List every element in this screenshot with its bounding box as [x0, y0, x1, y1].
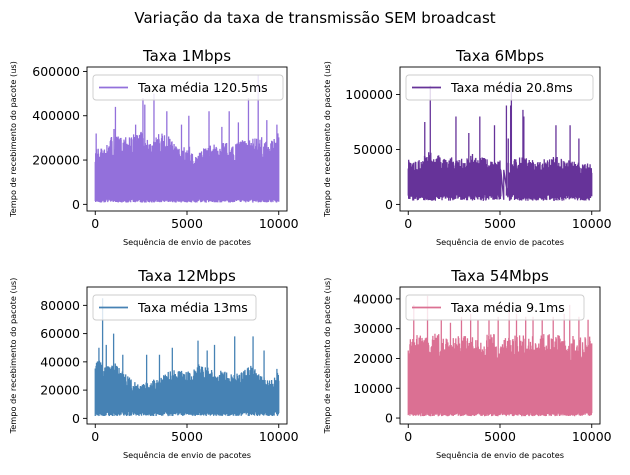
y-tick-label: 10000 — [353, 381, 393, 396]
y-tick-label: 200000 — [32, 153, 80, 168]
subplot-title: Taxa 54Mbps — [450, 267, 549, 285]
legend: Taxa média 9.1ms — [405, 294, 585, 321]
x-tick-label: 10000 — [259, 216, 299, 231]
legend-box — [405, 74, 594, 101]
y-tick-label: 50000 — [353, 142, 393, 157]
x-tick-label: 5000 — [484, 216, 516, 231]
y-tick-label: 40000 — [40, 354, 80, 369]
series-line — [407, 295, 593, 417]
subplot-title: Taxa 6Mbps — [455, 47, 544, 65]
y-tick-label: 100000 — [345, 87, 393, 102]
x-tick-label: 0 — [404, 429, 412, 444]
legend: Taxa média 120.5ms — [92, 74, 284, 101]
y-tick-label: 20000 — [353, 351, 393, 366]
series-line — [94, 74, 280, 203]
y-tick-label: 600000 — [32, 64, 80, 79]
x-tick-label: 10000 — [572, 216, 612, 231]
legend-box — [92, 74, 284, 101]
legend-label: Taxa média 13ms — [137, 300, 248, 315]
subplot-title: Taxa 1Mbps — [142, 47, 231, 65]
subplot-4: 0 5000 10000 0 10000 20000 30000 40000 Taxa 54Mb… — [322, 267, 612, 460]
series-line — [94, 298, 280, 417]
x-tick-label: 5000 — [484, 429, 516, 444]
legend-label: Taxa média 120.5ms — [137, 80, 268, 95]
legend-label: Taxa média 9.1ms — [450, 300, 565, 315]
y-tick-label: 80000 — [40, 298, 80, 313]
x-axis-label: Sequência de envio de pacotes — [123, 237, 251, 247]
y-tick-label: 0 — [385, 411, 393, 426]
x-tick-label: 10000 — [572, 429, 612, 444]
x-axis-label: Sequência de envio de pacotes — [436, 450, 564, 460]
y-tick-label: 0 — [72, 411, 80, 426]
x-axis-label: Sequência de envio de pacotes — [123, 450, 251, 460]
y-axis-label: Tempo de recebimento do pacote (us) — [322, 278, 332, 435]
legend: Taxa média 20.8ms — [405, 74, 594, 101]
subplot-title: Taxa 12Mbps — [137, 267, 236, 285]
subplot-1: 0 5000 10000 0 200000 400000 600000 Taxa 1Mbps S… — [8, 47, 299, 247]
y-tick-label: 0 — [72, 197, 80, 212]
legend-box — [92, 294, 257, 321]
y-tick-label: 20000 — [40, 383, 80, 398]
legend-box — [405, 294, 585, 321]
y-tick-label: 40000 — [353, 291, 393, 306]
y-tick-label: 400000 — [32, 108, 80, 123]
x-axis-label: Sequência de envio de pacotes — [436, 237, 564, 247]
subplot-3: 0 5000 10000 0 20000 40000 60000 80000 Taxa 12Mb… — [8, 267, 299, 460]
y-axis-label: Tempo de recebimento do pacote (us) — [322, 61, 332, 218]
figure-title: Variação da taxa de transmissão SEM broa… — [134, 9, 495, 27]
x-tick-label: 5000 — [171, 429, 203, 444]
x-tick-label: 0 — [91, 429, 99, 444]
y-tick-label: 30000 — [353, 321, 393, 336]
x-tick-label: 5000 — [171, 216, 203, 231]
series-line — [407, 83, 593, 201]
y-tick-label: 0 — [385, 197, 393, 212]
x-tick-label: 0 — [91, 216, 99, 231]
legend: Taxa média 13ms — [92, 294, 257, 321]
x-tick-label: 0 — [404, 216, 412, 231]
legend-label: Taxa média 20.8ms — [450, 80, 573, 95]
y-tick-label: 60000 — [40, 326, 80, 341]
y-axis-label: Tempo de recebimento do pacote (us) — [8, 61, 18, 218]
x-tick-label: 10000 — [259, 429, 299, 444]
y-axis-label: Tempo de recebimento do pacote (us) — [8, 278, 18, 435]
